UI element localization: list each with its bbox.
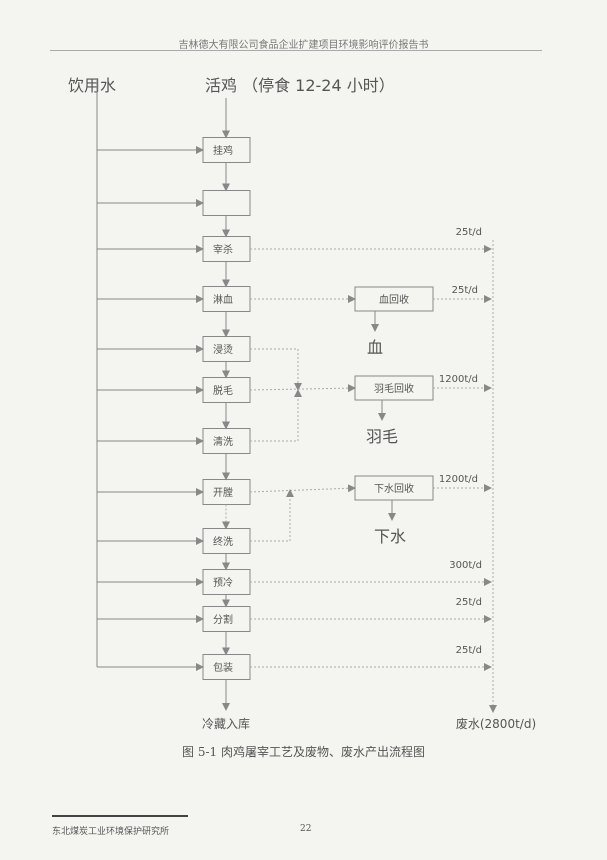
wastewater-label: 废水(2800t/d): [456, 716, 536, 731]
process-step-label: 开膛: [213, 486, 233, 499]
recovery-flow-label: 1200t/d: [439, 374, 478, 385]
wastewater-flow-label: 25t/d: [456, 227, 482, 238]
recovery-product-label: 羽毛: [366, 427, 398, 446]
wastewater-flow-label: 25t/d: [456, 645, 482, 656]
header-rule: [50, 50, 542, 51]
process-step-label: 挂鸡: [213, 144, 233, 157]
page-header: 吉林德大有限公司食品企业扩建项目环境影响评价报告书: [178, 40, 429, 51]
footer-org: 东北煤炭工业环境保护研究所: [52, 827, 170, 837]
input-label: 活鸡 （停食 12-24 小时）: [205, 76, 395, 95]
process-step-label: 浸烫: [213, 344, 233, 356]
process-step-box: [202, 190, 251, 216]
water-label: 饮用水: [68, 76, 116, 95]
footer-rule: [52, 815, 188, 817]
process-step-label: 淋血: [213, 293, 233, 306]
recovery-product-label: 下水: [374, 527, 406, 546]
process-step-label: 清洗: [213, 435, 233, 448]
offal-flow-arrow: [249, 484, 356, 493]
wastewater-flow-label: 300t/d: [449, 560, 482, 571]
recovery-label: 羽毛回收: [374, 382, 414, 395]
process-step-label: 脱毛: [213, 384, 233, 397]
recovery-flow-label: 1200t/d: [439, 474, 478, 485]
figure-caption: 图 5-1 肉鸡屠宰工艺及废物、废水产出流程图: [182, 745, 425, 759]
process-step-label: 分割: [213, 613, 233, 626]
recovery-flow-label: 25t/d: [452, 285, 478, 296]
recovery-label: 下水回收: [374, 482, 414, 495]
recovery-label: 血回收: [379, 293, 409, 306]
process-step-label: 包装: [213, 661, 233, 674]
process-step-label: 终洗: [213, 535, 233, 548]
recovery-product-label: 血: [367, 338, 383, 357]
feather-flow-arrow: [249, 384, 356, 393]
page-number: 22: [300, 824, 312, 834]
process-step-label: 预冷: [213, 576, 233, 589]
wastewater-flow-label: 25t/d: [456, 597, 482, 608]
process-step-label: 宰杀: [213, 243, 233, 256]
output-label: 冷藏入库: [202, 716, 250, 731]
